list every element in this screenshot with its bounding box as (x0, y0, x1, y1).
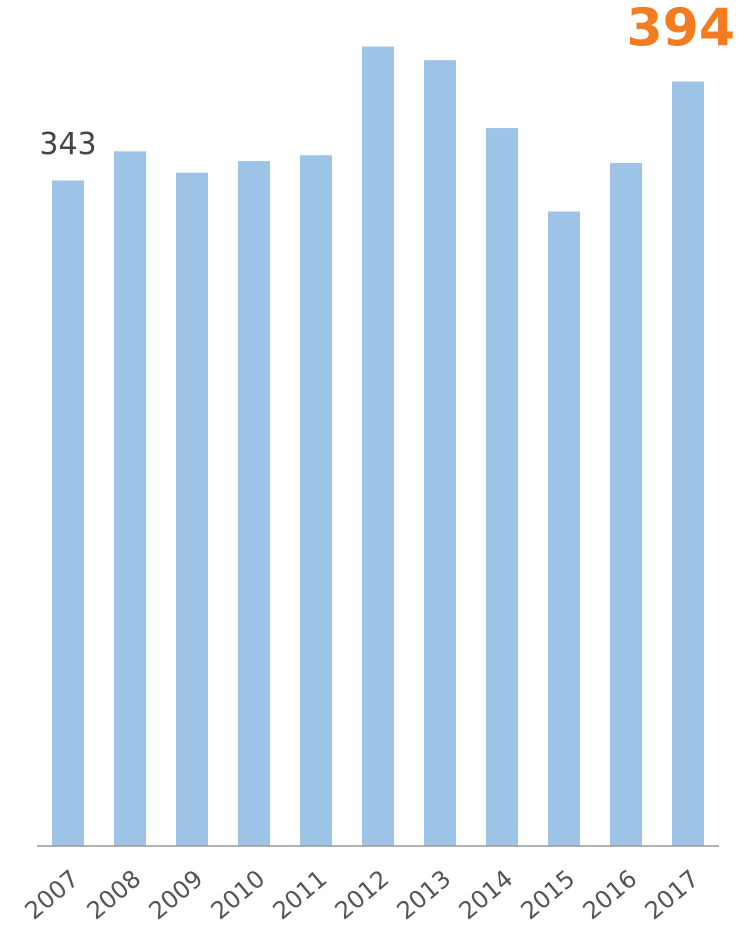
bar (610, 162, 642, 846)
bar (362, 46, 394, 847)
bar (672, 81, 704, 846)
value-label: 394 (626, 0, 735, 58)
bar (52, 180, 84, 847)
bar (548, 211, 580, 846)
bar (238, 161, 270, 846)
x-tick-label: 2010 (206, 865, 271, 926)
x-tick-label: 2016 (578, 865, 643, 926)
bar (114, 151, 146, 846)
bar (176, 172, 208, 847)
x-tick-label: 2014 (454, 865, 519, 926)
x-tick-label: 2007 (20, 865, 85, 926)
x-tick-label: 2009 (144, 865, 209, 926)
x-tick-label: 2015 (516, 865, 581, 926)
x-tick-label: 2013 (392, 865, 457, 926)
x-tick-label: 2011 (268, 865, 333, 926)
bar (300, 155, 332, 846)
value-label: 343 (39, 127, 96, 162)
x-tick-label: 2008 (82, 865, 147, 926)
x-tick-label: 2012 (330, 865, 395, 926)
bar (486, 128, 518, 847)
x-tick-label: 2017 (640, 865, 705, 926)
bar (424, 60, 456, 847)
